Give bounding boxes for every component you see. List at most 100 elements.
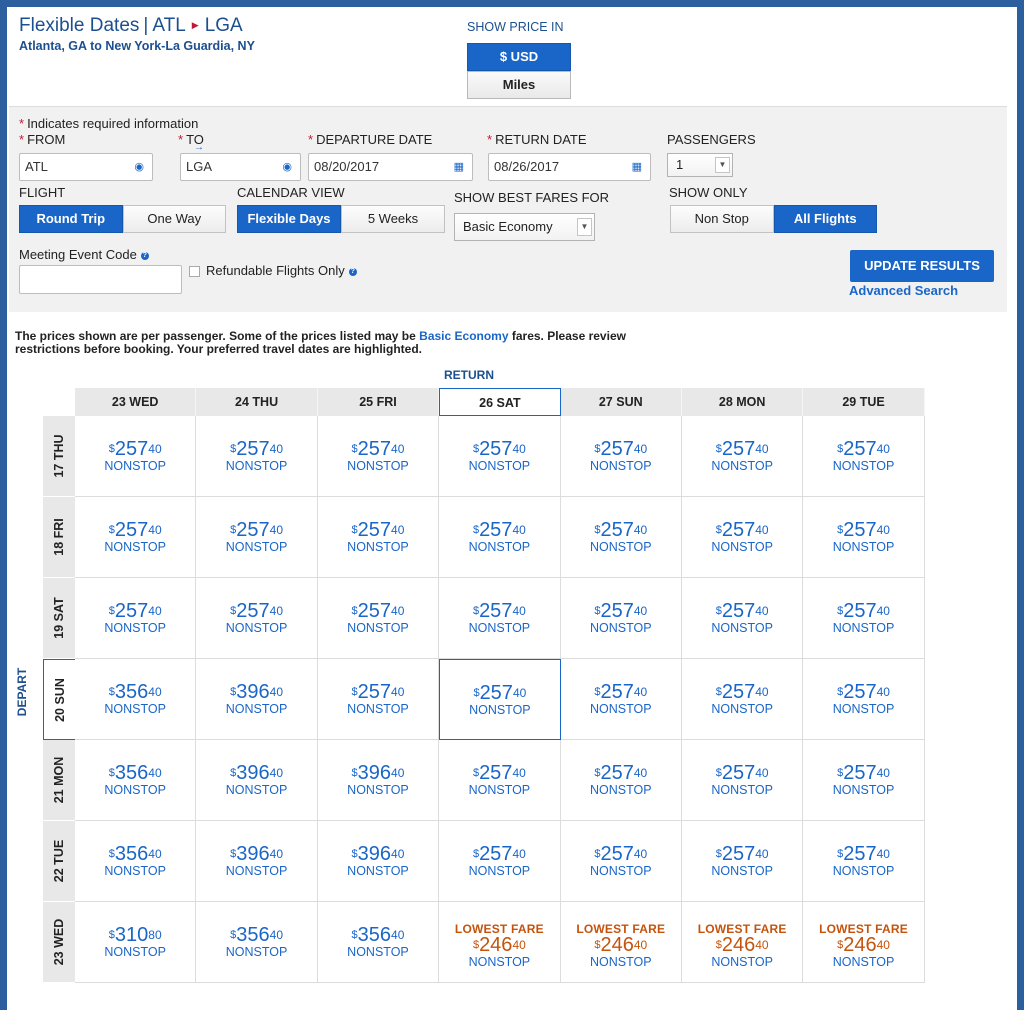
fare-cell[interactable]: $25740 NONSTOP [681,659,804,740]
from-field[interactable]: ATL ◉ [19,153,153,181]
fare-cell[interactable]: $25740 NONSTOP [681,740,804,821]
fare-cell[interactable]: LOWEST FARE $24640 NONSTOP [803,902,925,983]
nonstop-label: NONSTOP [104,864,166,878]
nonstop-label: NONSTOP [468,621,531,635]
round-trip-option[interactable]: Round Trip [19,205,123,233]
fare-price: $25740 [196,520,316,541]
fare-cents: 40 [269,766,284,780]
fare-price: $25740 [682,601,802,622]
fare-cell[interactable]: $35640 NONSTOP [75,821,197,902]
fare-cell[interactable]: $25740 NONSTOP [439,659,561,740]
fare-cell[interactable]: $25740 NONSTOP [803,659,925,740]
to-field[interactable]: LGA ◉ [180,153,301,181]
fare-cell[interactable]: $25740 NONSTOP [681,578,804,659]
lowest-fare-badge: LOWEST FARE [819,922,908,936]
fare-price: $25740 [803,520,923,541]
fare-cell[interactable]: $25740 NONSTOP [560,659,682,740]
fare-cell[interactable]: $25740 NONSTOP [439,416,561,497]
fare-cell[interactable]: $39640 NONSTOP [317,740,440,821]
fare-cell[interactable]: $25740 NONSTOP [75,416,197,497]
fare-dollars: 257 [600,843,634,865]
fare-cell[interactable]: $25740 NONSTOP [317,497,440,578]
fare-cell[interactable]: $25740 NONSTOP [560,497,682,578]
fare-cell[interactable]: $25740 NONSTOP [317,659,440,740]
fare-price: $25740 [561,439,681,460]
lowest-fare-badge: LOWEST FARE [697,922,787,936]
currency-symbol: $ [837,939,844,951]
fare-cell[interactable]: $25740 NONSTOP [803,497,925,578]
fare-cell[interactable]: $25740 NONSTOP [803,821,925,902]
fare-cell[interactable]: $25740 NONSTOP [439,740,561,821]
update-results-button[interactable]: UPDATE RESULTS [850,250,994,282]
fare-price: $25740 [803,600,923,622]
fare-price: $25740 [318,439,438,460]
fare-cell[interactable]: $35640 NONSTOP [75,659,197,740]
swap-arrow-icon[interactable]: → [194,142,204,153]
meeting-code-input[interactable] [19,265,182,294]
flexible-days-option[interactable]: Flexible Days [237,205,341,233]
fare-cents: 40 [876,442,890,456]
fare-cell[interactable]: $25740 NONSTOP [439,497,561,578]
fare-cell[interactable]: $25740 NONSTOP [560,578,682,659]
fare-price: $25740 [196,439,316,460]
fare-cell[interactable]: $25740 NONSTOP [560,740,682,821]
fare-cell[interactable]: $25740 NONSTOP [439,578,561,659]
one-way-option[interactable]: One Way [122,205,226,233]
return-date-field[interactable]: 08/26/2017 ▦ [488,153,651,181]
nonstop-label: NONSTOP [225,864,288,878]
fare-dollars: 246 [843,934,877,956]
fare-cell[interactable]: $25740 NONSTOP [439,821,561,902]
fare-cell[interactable]: $35640 NONSTOP [317,902,440,983]
fare-cell[interactable]: $25740 NONSTOP [196,578,318,659]
fare-cell[interactable]: $25740 NONSTOP [803,740,925,821]
fare-price: $35640 [75,682,195,703]
fare-cell[interactable]: $35640 NONSTOP [75,740,197,821]
fare-cell[interactable]: $25740 NONSTOP [681,821,804,902]
fare-cell[interactable]: $25740 NONSTOP [196,416,318,497]
fare-cell[interactable]: $25740 NONSTOP [560,416,682,497]
passengers-select[interactable]: 1 ▼ [667,153,733,177]
fare-cents: 40 [876,523,890,537]
fare-price: $25740 [561,682,681,703]
five-weeks-option[interactable]: 5 Weeks [341,205,445,233]
fare-cell[interactable]: $25740 NONSTOP [803,578,925,659]
price-usd-option[interactable]: $ USD [467,43,571,71]
fare-cell[interactable]: $39640 NONSTOP [317,821,440,902]
fare-cell[interactable]: $25740 NONSTOP [75,578,197,659]
fare-cell[interactable]: $39640 NONSTOP [196,821,318,902]
fare-cents: 40 [512,686,527,700]
best-fares-select[interactable]: Basic Economy ▼ [454,213,595,241]
basic-economy-link[interactable]: Basic Economy [419,329,509,343]
calendar-icon[interactable]: ▦ [631,161,642,173]
fare-cents: 40 [391,766,405,780]
fare-cell[interactable]: LOWEST FARE $24640 NONSTOP [560,902,682,983]
fare-cell[interactable]: LOWEST FARE $24640 NONSTOP [681,902,804,983]
help-icon[interactable]: ? [140,251,149,260]
calendar-icon[interactable]: ▦ [453,161,464,173]
fare-cell[interactable]: $25740 NONSTOP [317,578,440,659]
all-flights-option[interactable]: All Flights [773,205,877,233]
fare-cell[interactable]: $39640 NONSTOP [196,740,318,821]
fare-cell[interactable]: $25740 NONSTOP [681,497,804,578]
fare-dollars: 257 [843,600,877,622]
fare-cell[interactable]: $25740 NONSTOP [560,821,682,902]
fare-cell[interactable]: $25740 NONSTOP [317,416,440,497]
fare-cell[interactable]: $25740 NONSTOP [681,416,804,497]
depart-axis-label: DEPART [15,667,30,717]
departure-date-field[interactable]: 08/20/2017 ▦ [308,153,473,181]
nonstop-label: NONSTOP [711,702,773,716]
fare-cell[interactable]: LOWEST FARE $24640 NONSTOP [439,902,561,983]
title-separator: | [143,15,149,36]
refundable-checkbox[interactable] [189,266,200,277]
help-icon[interactable]: ? [348,267,357,276]
advanced-search-link[interactable]: Advanced Search [849,283,959,298]
fare-cell[interactable]: $35640 NONSTOP [196,902,318,983]
fare-cell[interactable]: $39640 NONSTOP [196,659,318,740]
price-miles-option[interactable]: Miles [467,71,571,99]
fare-cell[interactable]: $31080 NONSTOP [75,902,197,983]
fare-cell[interactable]: $25740 NONSTOP [196,497,318,578]
fare-cell[interactable]: $25740 NONSTOP [803,416,925,497]
fare-cell[interactable]: $25740 NONSTOP [75,497,197,578]
non-stop-option[interactable]: Non Stop [670,205,774,233]
